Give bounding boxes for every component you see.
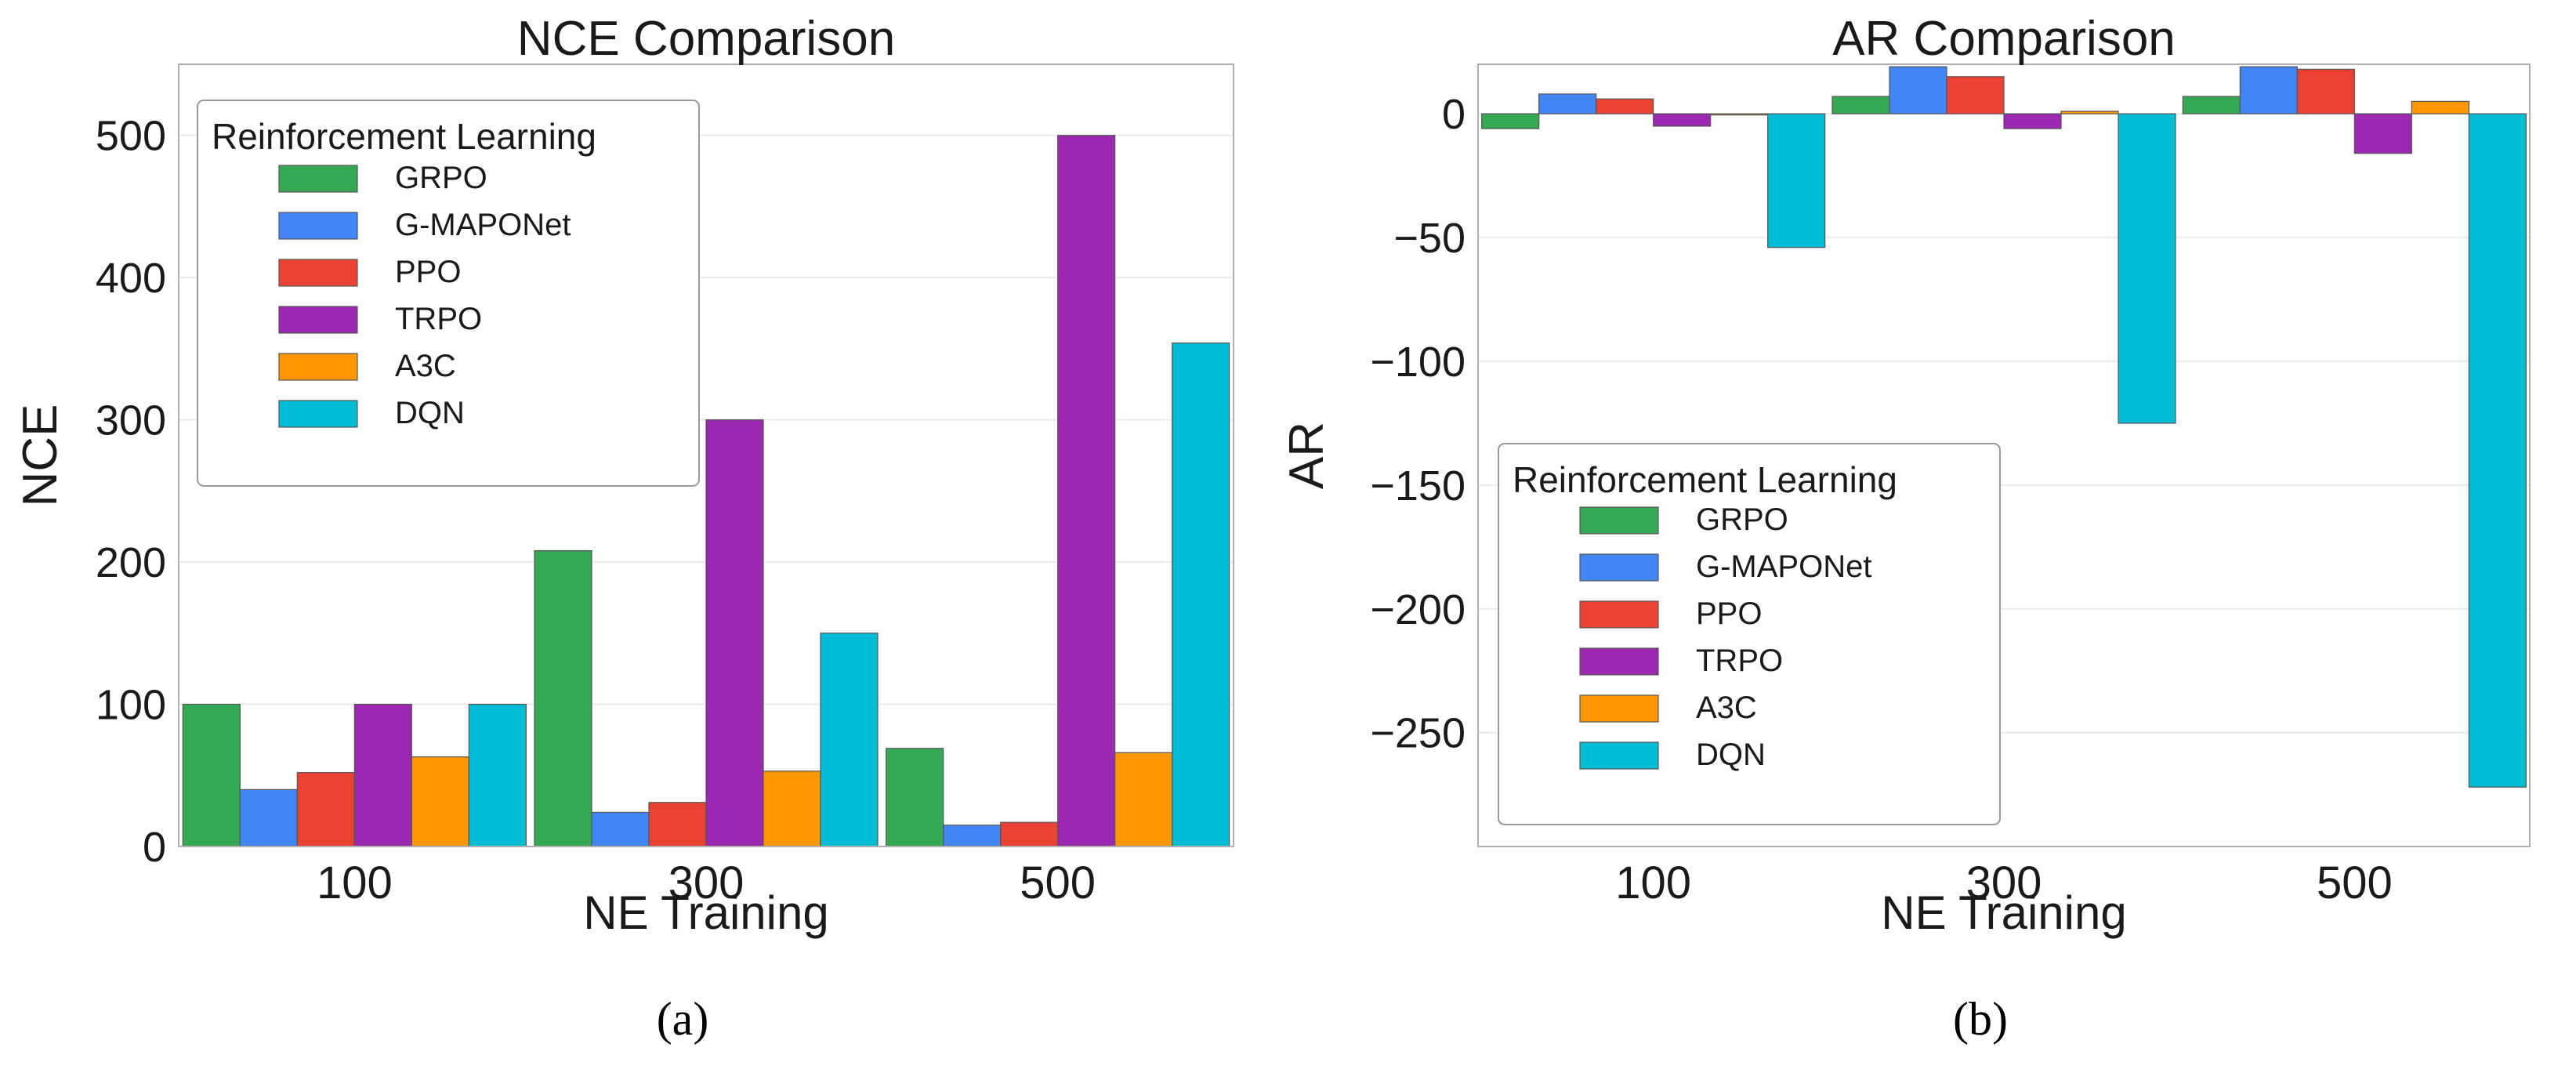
chart-1-ytick-label: 100 [96, 682, 166, 729]
chart-2-legend-box [1498, 443, 2001, 825]
chart-1-bar-dqn-500 [1172, 343, 1230, 847]
chart-2-ytick-label: −200 [1370, 586, 1466, 633]
chart-2-legend-label-a3c: A3C [1696, 691, 1757, 725]
chart-2-legend-swatch-grpo [1579, 506, 1659, 535]
chart-1-ylabel: NCE [13, 404, 67, 507]
chart-2-bar-grpo-100 [1481, 113, 1540, 129]
chart-1-legend-label-a3c: A3C [395, 349, 456, 383]
chart-1-bar-ppo-300 [648, 802, 707, 847]
chart-2-bar-g-maponet-500 [2239, 66, 2298, 114]
chart-2-bar-g-maponet-300 [1889, 66, 1947, 114]
chart-1-bar-g-maponet-300 [591, 811, 650, 847]
chart-2-ytick-label: −50 [1393, 215, 1466, 262]
chart-2-bar-grpo-300 [1831, 96, 1890, 114]
chart-2-ytick-label: 0 [1442, 91, 1466, 138]
chart-1-legend-title: Reinforcement Learning [212, 116, 596, 157]
chart-2-ytick-label: −100 [1370, 339, 1466, 386]
chart-2-bar-trpo-100 [1653, 113, 1712, 127]
chart-2-legend-label-ppo: PPO [1696, 596, 1762, 631]
chart-2-bar-ppo-500 [2296, 68, 2355, 114]
chart-1-ytick-label: 500 [96, 113, 166, 160]
chart-2-bar-trpo-300 [2003, 113, 2062, 129]
chart-1-legend-swatch-g-maponet [278, 212, 358, 240]
chart-2-legend-label-g-maponet: G-MAPONet [1696, 549, 1871, 584]
chart-1-legend-label-trpo: TRPO [395, 302, 482, 336]
chart-1-legend-box [197, 100, 700, 487]
chart-1-subfigure-label: (a) [657, 993, 709, 1045]
chart-1-bar-dqn-300 [820, 633, 879, 847]
chart-1-bar-trpo-500 [1057, 135, 1116, 847]
chart-1-bar-grpo-500 [886, 748, 944, 847]
chart-1-bar-g-maponet-100 [239, 789, 298, 847]
chart-1-xtick-label: 100 [317, 857, 393, 908]
chart-1-ytick-label: 0 [143, 824, 166, 871]
chart-2-ytick-label: −150 [1370, 462, 1466, 509]
chart-2-ytick-label: −250 [1370, 710, 1466, 757]
chart-1-bar-grpo-100 [182, 703, 241, 847]
chart-1-bar-grpo-300 [534, 549, 592, 847]
chart-2-xlabel: NE Training [1881, 886, 2126, 939]
chart-1-bar-ppo-100 [296, 772, 355, 847]
chart-2-legend-title: Reinforcement Learning [1513, 459, 1897, 500]
chart-2-xtick-label: 500 [2317, 857, 2393, 908]
chart-1-legend-label-ppo: PPO [395, 255, 461, 289]
chart-2-legend-swatch-g-maponet [1579, 553, 1659, 582]
chart-1-legend-swatch-trpo [278, 306, 358, 334]
chart-1-legend: Reinforcement Learning GRPO G-MAPONet PPO TR… [197, 100, 700, 487]
chart-1-bar-a3c-100 [411, 756, 469, 847]
chart-2-legend-swatch-ppo [1579, 600, 1659, 629]
chart-1-ytick-label: 300 [96, 397, 166, 444]
chart-1-bar-a3c-500 [1114, 752, 1173, 847]
chart-2-title: AR Comparison [1832, 12, 2176, 66]
chart-1-legend-label-grpo: GRPO [395, 161, 487, 195]
chart-2-bar-a3c-300 [2060, 111, 2119, 114]
chart-2-bar-ppo-300 [1946, 76, 2005, 114]
chart-1-xtick-label: 300 [668, 857, 745, 908]
chart-1-title: NCE Comparison [517, 12, 895, 66]
chart-2-bar-grpo-500 [2182, 96, 2241, 114]
chart-2-ylabel: AR [1280, 422, 1334, 489]
chart-2-legend-swatch-trpo [1579, 647, 1659, 676]
chart-1-bar-g-maponet-500 [943, 825, 1002, 847]
chart-2-bar-dqn-500 [2468, 113, 2527, 788]
chart-1-bar-dqn-100 [468, 703, 527, 847]
chart-1-ytick-label: 200 [96, 539, 166, 586]
chart-1-xlabel: NE Training [583, 886, 828, 939]
chart-2-legend-label-grpo: GRPO [1696, 502, 1788, 537]
chart-2-legend-label-trpo: TRPO [1696, 644, 1783, 678]
chart-1-legend-swatch-grpo [278, 165, 358, 193]
chart-1-ytick-label: 400 [96, 255, 166, 302]
chart-1-legend-label-g-maponet: G-MAPONet [395, 208, 571, 242]
chart-2-bar-ppo-100 [1596, 98, 1654, 114]
chart-2-bar-g-maponet-100 [1538, 93, 1597, 114]
chart-1-legend-swatch-dqn [278, 400, 358, 428]
chart-1-legend-swatch-ppo [278, 259, 358, 287]
chart-2-xtick-label: 300 [1966, 857, 2042, 908]
chart-1-bar-trpo-100 [353, 703, 412, 847]
chart-2-bar-a3c-500 [2411, 100, 2469, 114]
chart-2-legend-swatch-dqn [1579, 741, 1659, 770]
chart-1: 0 100 200 300 400 500 100 300 500 NCE Comparison N… [13, 12, 1234, 1045]
chart-2-xtick-label: 100 [1615, 857, 1691, 908]
chart-1-legend-label-dqn: DQN [395, 396, 465, 430]
chart-2-bar-trpo-500 [2353, 113, 2412, 154]
chart-2-legend-swatch-a3c [1579, 694, 1659, 723]
chart-2-frame [1477, 63, 2531, 847]
chart-2: 0 −50 −100 −150 −200 −250 100 300 500 AR Comparis… [1280, 12, 2531, 1045]
chart-1-xtick-label: 500 [1020, 857, 1096, 908]
chart-1-legend-swatch-a3c [278, 353, 358, 381]
chart-1-frame [178, 63, 1234, 847]
chart-1-bar-a3c-300 [763, 770, 821, 847]
chart-2-subfigure-label: (b) [1953, 993, 2008, 1045]
chart-2-bar-dqn-100 [1767, 113, 1826, 248]
chart-1-bar-trpo-300 [705, 419, 764, 847]
chart-2-bar-a3c-100 [1710, 113, 1769, 116]
chart-1-bar-ppo-500 [1000, 821, 1059, 847]
chart-2-bar-dqn-300 [2118, 113, 2176, 424]
chart-2-legend-label-dqn: DQN [1696, 738, 1766, 772]
